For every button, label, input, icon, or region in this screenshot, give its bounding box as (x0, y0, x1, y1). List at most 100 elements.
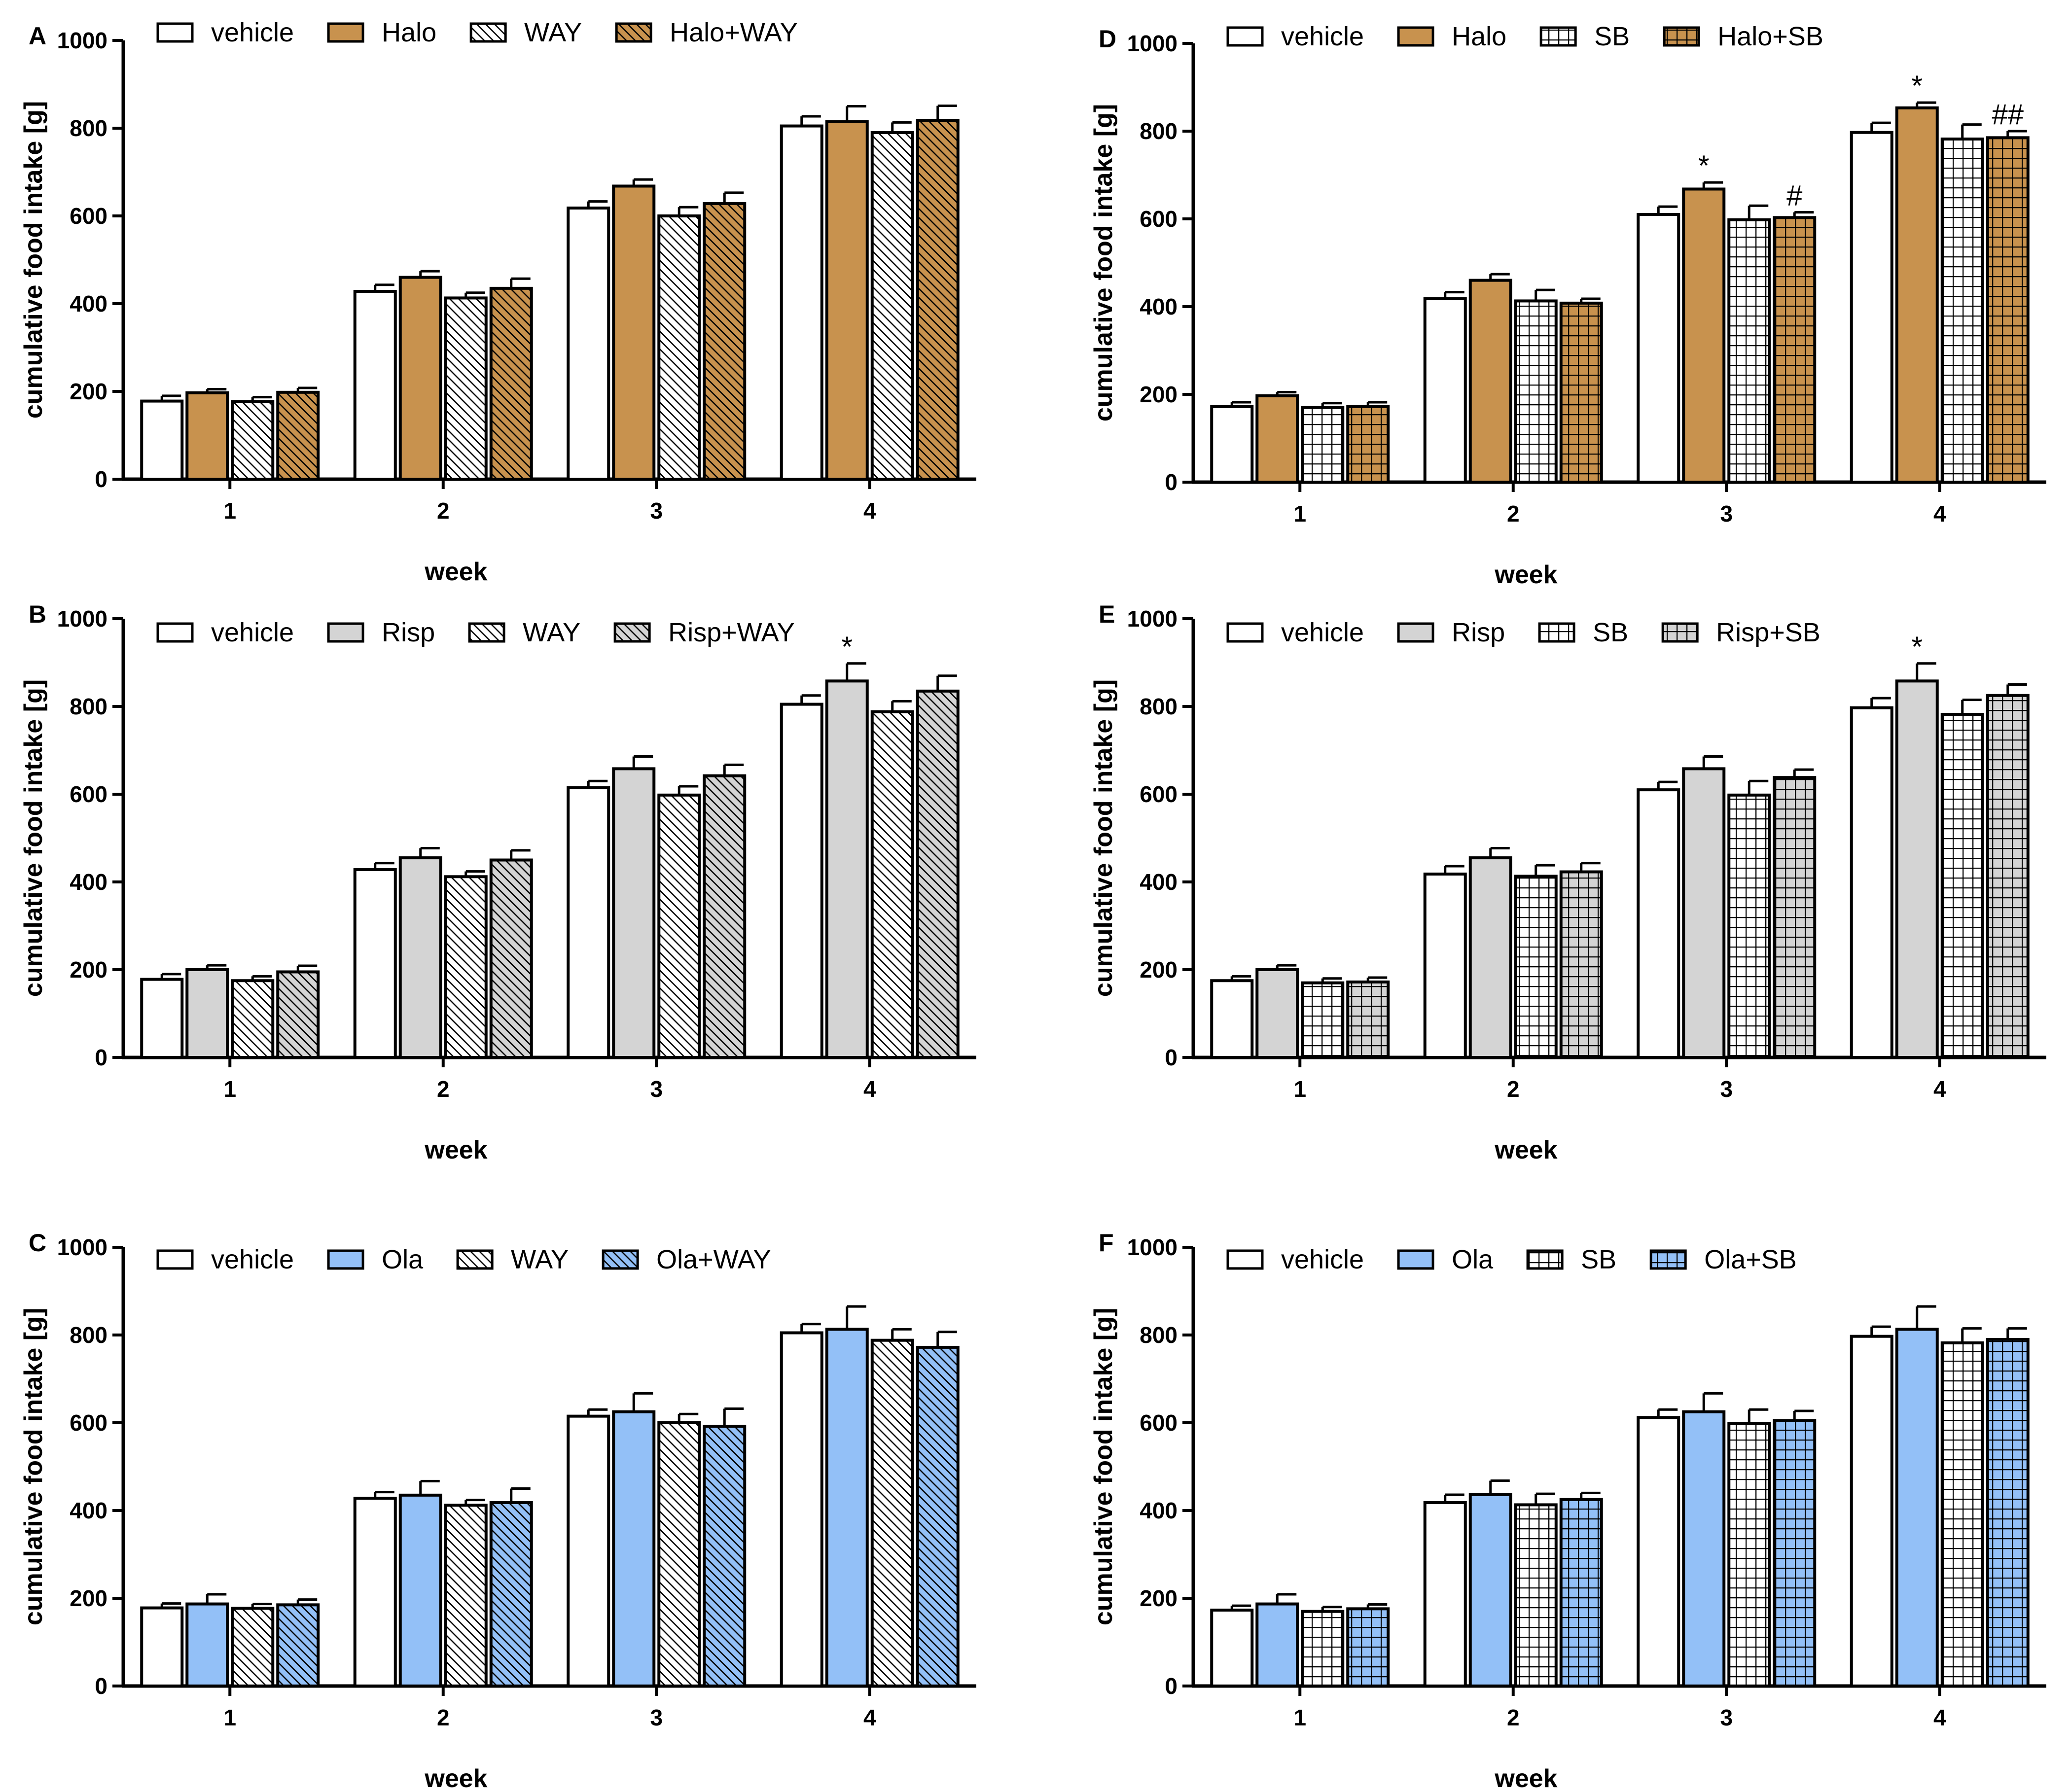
error-bar (510, 277, 531, 288)
y-tick-label: 1000 (1127, 606, 1178, 632)
bar-risp-plus-way-week-4 (916, 689, 960, 1059)
error-bar (419, 846, 440, 858)
bar-halo-plus-sb-week-3 (1773, 216, 1817, 484)
bar-vehicle-week-4 (780, 124, 823, 481)
bar-halo-week-3 (1682, 187, 1726, 484)
legend-label: vehicle (211, 1245, 294, 1274)
panel-label: E (1099, 600, 1115, 628)
y-tick-label: 0 (95, 466, 107, 492)
y-tick-label: 200 (70, 379, 107, 404)
error-bar (1276, 391, 1297, 396)
legend-swatch (1649, 1249, 1687, 1270)
legend-swatch (1226, 26, 1264, 47)
panel-label: B (29, 600, 46, 628)
error-bar (632, 178, 653, 186)
bar-vehicle-week-2 (353, 1497, 397, 1688)
panel-label: C (29, 1229, 46, 1257)
legend-item-halo: Halo (327, 18, 436, 47)
y-tick-label: 800 (70, 694, 107, 719)
legend-swatch (1397, 1249, 1434, 1270)
error-bar (1321, 977, 1342, 983)
bar-sb-week-1 (1301, 406, 1345, 484)
error-bar (1870, 697, 1891, 708)
legend-swatch (327, 622, 364, 643)
y-axis-title: cumulative food intake [g] (1089, 104, 1118, 422)
legend-swatch (615, 22, 652, 43)
error-bar (1702, 755, 1723, 769)
error-bar (587, 779, 608, 788)
legend-item-way: WAY (456, 1245, 569, 1274)
error-bar (2006, 683, 2027, 696)
error-bar (1961, 1327, 1982, 1343)
bar-risp-plus-sb-week-2 (1559, 870, 1603, 1059)
x-axis-title: week (1494, 1136, 1557, 1164)
significance-mark: * (841, 631, 853, 663)
error-bar (1657, 780, 1678, 790)
legend-swatch (327, 22, 364, 43)
legend-label: Ola (1452, 1245, 1494, 1274)
legend-label: Halo (382, 18, 436, 47)
legend-item-risp-plus-sb: Risp+SB (1661, 618, 1820, 647)
y-tick-label: 400 (1140, 294, 1178, 319)
bar-risp-plus-sb-week-3 (1773, 776, 1817, 1059)
bar-sb-week-4 (1940, 1341, 1984, 1687)
legend-item-sb: SB (1526, 1245, 1616, 1274)
bar-vehicle-week-3 (567, 786, 610, 1059)
legend-label: SB (1581, 1245, 1616, 1274)
y-tick-label: 1000 (1127, 31, 1178, 56)
y-tick-label: 800 (1140, 694, 1178, 719)
error-bar (1366, 1603, 1388, 1609)
bar-vehicle-week-1 (1210, 1609, 1254, 1688)
bar-ola-plus-sb-week-1 (1346, 1607, 1390, 1688)
x-tick-label: 2 (1507, 501, 1520, 527)
significance-mark: * (1911, 70, 1923, 102)
error-bar (374, 283, 394, 292)
bar-halo-week-3 (612, 184, 656, 481)
x-tick-label: 3 (650, 1076, 663, 1102)
bar-ola-plus-way-week-1 (276, 1603, 320, 1688)
legend: vehicle Ola WAY Ola+WAY (156, 1245, 771, 1274)
bar-risp-week-4 (825, 679, 869, 1059)
bar-halo-week-4 (1895, 106, 1939, 484)
bar-way-week-2 (444, 875, 488, 1059)
bar-sb-week-4 (1940, 713, 1984, 1059)
error-bar (1489, 273, 1510, 281)
legend-label: Risp (382, 618, 435, 647)
x-tick-label: 4 (863, 498, 876, 524)
bar-halo-week-1 (1255, 394, 1299, 484)
error-bar (1444, 1493, 1464, 1503)
bar-sb-week-2 (1514, 875, 1558, 1059)
x-axis-title: week (1494, 561, 1557, 589)
bar-ola-week-4 (825, 1328, 869, 1687)
legend-item-halo: Halo (1397, 22, 1506, 51)
y-tick-label: 400 (70, 869, 107, 895)
error-bar (464, 1499, 485, 1506)
legend-label: Ola+SB (1704, 1245, 1797, 1274)
error-bar (251, 975, 272, 981)
bar-risp-week-3 (1682, 767, 1726, 1059)
x-tick-label: 2 (437, 1076, 450, 1102)
x-tick-label: 3 (1720, 1076, 1733, 1102)
bar-vehicle-week-1 (140, 1606, 184, 1688)
error-bar (1321, 402, 1342, 408)
y-tick-label: 0 (1165, 469, 1178, 495)
bar-vehicle-week-4 (1850, 131, 1893, 484)
y-tick-label: 0 (1165, 1673, 1178, 1699)
bar-risp-week-1 (1255, 968, 1299, 1059)
legend-item-vehicle: vehicle (156, 618, 294, 647)
bar-way-week-3 (657, 793, 701, 1059)
error-bar (846, 105, 866, 122)
legend-item-vehicle: vehicle (1226, 22, 1364, 51)
y-tick-label: 200 (70, 957, 107, 983)
x-tick-label: 3 (1720, 1705, 1733, 1730)
error-bar (800, 694, 821, 704)
x-axis-title: week (424, 1764, 487, 1792)
bar-halo-plus-way-week-3 (703, 202, 747, 481)
legend-label: Risp+SB (1716, 618, 1820, 647)
legend-swatch (1539, 26, 1577, 47)
legend: vehicle Halo SB Halo+SB (1226, 22, 1823, 51)
x-tick-label: 1 (223, 1076, 236, 1102)
error-bar (1748, 1408, 1769, 1424)
